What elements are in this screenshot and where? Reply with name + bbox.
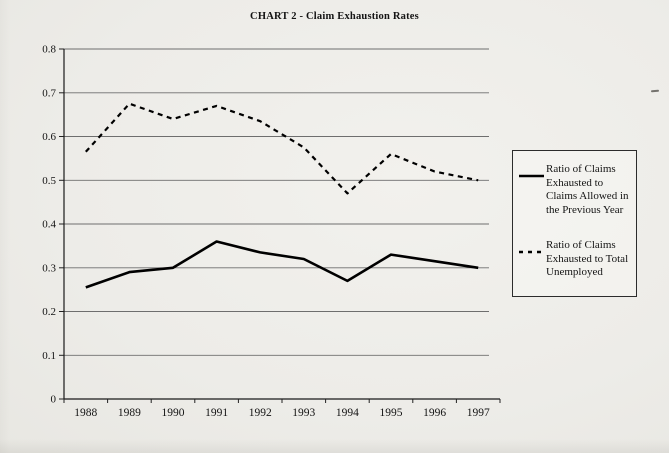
x-tick-label: 1996 [423,407,446,419]
y-tick-label: 0.6 [42,131,56,143]
legend-entry-solid: Ratio of Claims Exhausted to Claims Allo… [518,163,634,217]
chart-title: CHART 2 - Claim Exhaustion Rates [250,11,419,22]
y-tick-label: 0.1 [42,350,56,362]
x-tick-label: 1990 [162,407,185,419]
dashed-line-swatch [518,243,546,261]
y-tick-label: 0.4 [42,219,56,231]
legend-label-dashed: Ratio of Claims Exhausted to Total Unemp… [546,239,629,278]
y-tick-label: 0.7 [42,87,56,99]
series-line-dashed [84,102,479,195]
legend-label-solid: Ratio of Claims Exhausted to Claims Allo… [546,163,629,216]
x-tick-label: 1993 [292,407,315,419]
x-tick-label: 1995 [380,407,403,419]
chart-legend: Ratio of Claims Exhausted to Claims Allo… [512,150,637,297]
x-tick-label: 1991 [205,407,228,419]
y-tick-label: 0.2 [42,306,56,318]
legend-entry-dashed: Ratio of Claims Exhausted to Total Unemp… [518,239,634,280]
series-line-solid [85,240,479,289]
solid-line-swatch [518,167,546,185]
x-tick-label: 1997 [467,407,490,419]
y-tick-label: 0.3 [42,262,56,274]
y-tick-label: 0 [51,394,57,406]
x-tick-label: 1989 [118,407,141,419]
x-tick-label: 1988 [74,407,97,419]
y-tick-label: 0.8 [42,44,56,56]
x-tick-label: 1994 [336,407,359,419]
y-tick-label: 0.5 [42,175,56,187]
x-tick-label: 1992 [249,407,272,419]
